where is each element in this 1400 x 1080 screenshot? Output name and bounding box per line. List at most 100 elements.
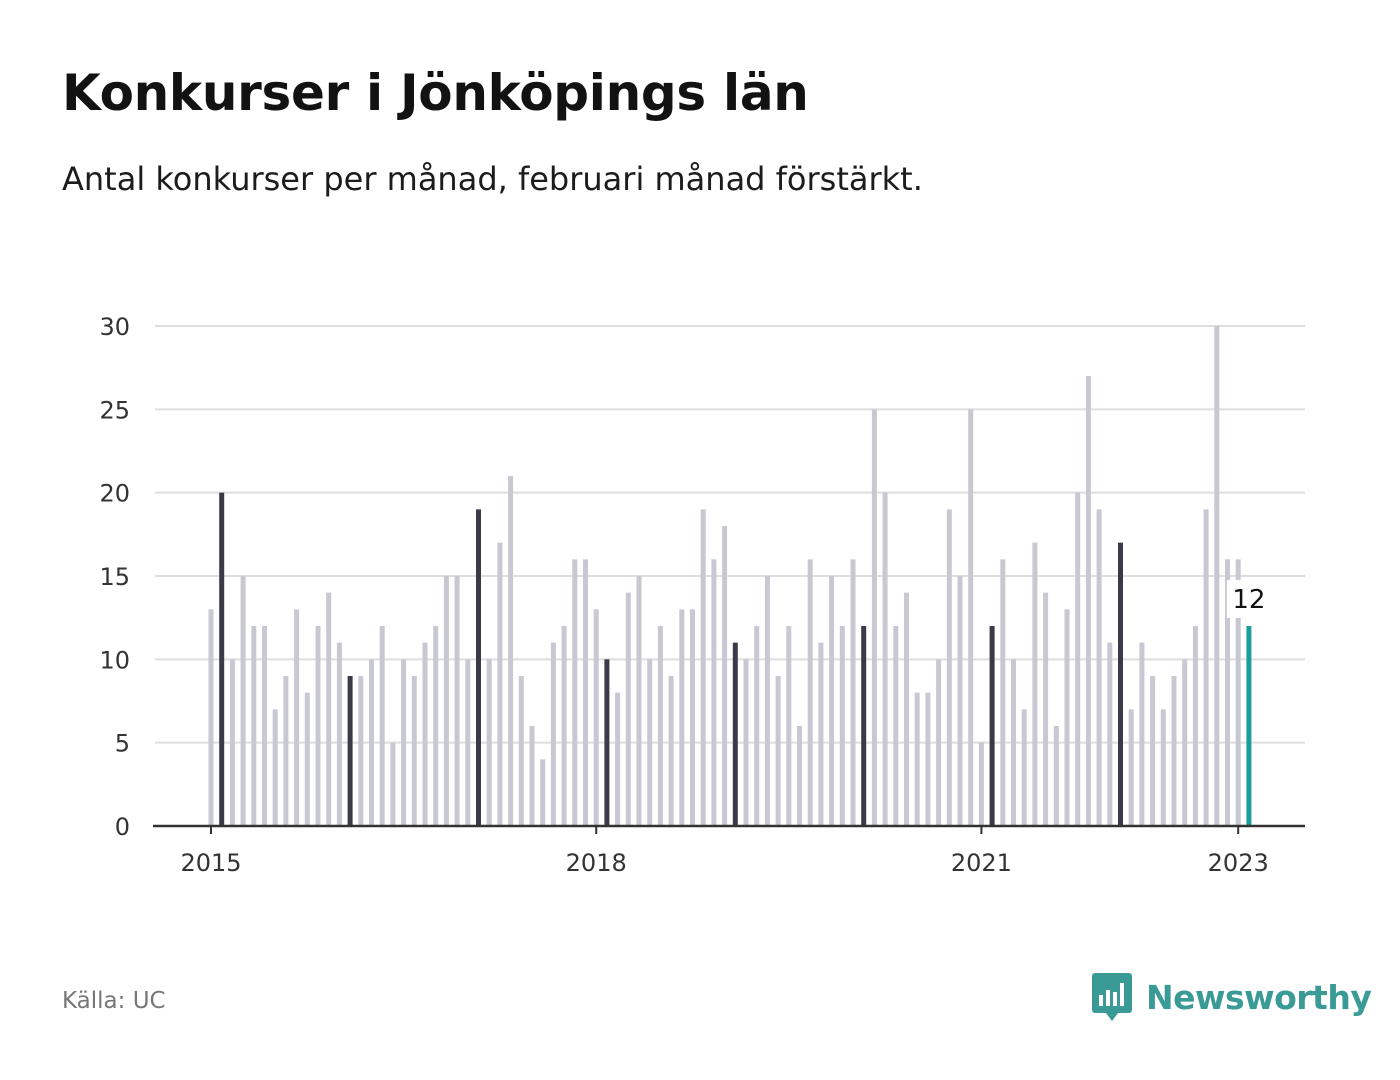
bar bbox=[636, 576, 642, 826]
bar bbox=[561, 626, 567, 826]
bar bbox=[904, 592, 909, 826]
bar bbox=[219, 492, 225, 826]
bar bbox=[925, 692, 931, 826]
bar bbox=[882, 492, 888, 826]
bar bbox=[722, 526, 728, 826]
bar bbox=[1182, 659, 1188, 826]
bar bbox=[540, 759, 546, 826]
y-tick-label: 30 bbox=[99, 313, 130, 341]
bar bbox=[347, 676, 353, 826]
grid-lines bbox=[155, 325, 1305, 744]
bar bbox=[1064, 609, 1070, 826]
bar bbox=[978, 742, 984, 826]
bar bbox=[1171, 676, 1177, 826]
bar bbox=[647, 659, 653, 826]
bar bbox=[1011, 659, 1016, 826]
bar bbox=[615, 692, 621, 826]
bar bbox=[818, 642, 824, 826]
bar bbox=[989, 626, 995, 826]
bar bbox=[829, 576, 835, 826]
bar bbox=[1075, 492, 1081, 826]
bar bbox=[1214, 326, 1220, 826]
bar bbox=[1192, 626, 1198, 826]
bar bbox=[1053, 726, 1059, 826]
bar bbox=[411, 676, 417, 826]
bar bbox=[807, 559, 813, 826]
bar bbox=[369, 659, 374, 826]
bar bbox=[486, 659, 492, 826]
bar bbox=[593, 609, 599, 826]
bar bbox=[690, 609, 695, 826]
bar bbox=[871, 409, 877, 826]
bar bbox=[465, 659, 471, 826]
bar bbox=[711, 559, 717, 826]
bar bbox=[1128, 709, 1134, 826]
bar bbox=[529, 726, 535, 826]
bar bbox=[208, 609, 214, 826]
bar bbox=[315, 626, 321, 826]
bar bbox=[957, 576, 963, 826]
bar bbox=[1085, 376, 1091, 826]
y-axis-ticks: 0 5 10 15 20 25 30 bbox=[99, 313, 130, 841]
bar bbox=[572, 559, 578, 826]
brand[interactable]: Newsworthy bbox=[1092, 972, 1372, 1022]
x-tick-label: 2015 bbox=[180, 849, 241, 877]
bar bbox=[625, 592, 631, 826]
bar bbox=[1139, 642, 1145, 826]
bar bbox=[1203, 509, 1209, 826]
bar bbox=[968, 409, 974, 826]
brand-name: Newsworthy bbox=[1146, 977, 1372, 1017]
bar bbox=[1021, 709, 1027, 826]
bar bbox=[764, 576, 770, 826]
bar bbox=[797, 726, 802, 826]
y-tick-label: 15 bbox=[99, 563, 130, 591]
x-tick-label: 2023 bbox=[1208, 849, 1269, 877]
bar bbox=[497, 542, 503, 826]
bar bbox=[1225, 559, 1230, 826]
bar bbox=[390, 742, 396, 826]
y-tick-label: 0 bbox=[115, 813, 130, 841]
annotation-background bbox=[1226, 580, 1271, 618]
bar bbox=[754, 626, 760, 826]
bar bbox=[914, 692, 920, 826]
bar bbox=[294, 609, 300, 826]
bar bbox=[550, 642, 556, 826]
y-tick-label: 5 bbox=[115, 730, 130, 758]
chart-subtitle: Antal konkurser per månad, februari måna… bbox=[62, 160, 923, 198]
bar bbox=[336, 642, 342, 826]
y-tick-label: 25 bbox=[99, 396, 130, 424]
bar bbox=[1043, 592, 1049, 826]
bar bbox=[1235, 559, 1241, 826]
bar bbox=[401, 659, 407, 826]
bar bbox=[679, 609, 685, 826]
chart-title: Konkurser i Jönköpings län bbox=[62, 64, 809, 122]
bar bbox=[272, 709, 278, 826]
bar bbox=[304, 692, 310, 826]
x-axis-ticks: 2015 2018 2021 2023 bbox=[180, 826, 1269, 877]
bar bbox=[433, 626, 439, 826]
annotations: 12 bbox=[1226, 580, 1271, 618]
data-label: 12 bbox=[1232, 585, 1265, 615]
bar bbox=[1150, 676, 1156, 826]
bar bbox=[240, 576, 246, 826]
bar bbox=[893, 626, 899, 826]
bar bbox=[1032, 542, 1038, 826]
bar bbox=[454, 576, 460, 826]
y-tick-label: 20 bbox=[99, 480, 130, 508]
bar bbox=[946, 509, 952, 826]
bar bbox=[861, 626, 867, 826]
bar bbox=[476, 509, 481, 826]
bar bbox=[422, 642, 428, 826]
bars bbox=[208, 326, 1252, 826]
bar bbox=[1246, 626, 1252, 826]
bar bbox=[508, 476, 514, 826]
bar bbox=[283, 676, 289, 826]
bar bbox=[1107, 642, 1113, 826]
bar bbox=[358, 676, 364, 826]
bar bbox=[229, 659, 235, 826]
bar bbox=[1000, 559, 1006, 826]
bar bbox=[668, 676, 674, 826]
bar bbox=[732, 642, 738, 826]
bar bbox=[839, 626, 845, 826]
bar bbox=[262, 626, 267, 826]
